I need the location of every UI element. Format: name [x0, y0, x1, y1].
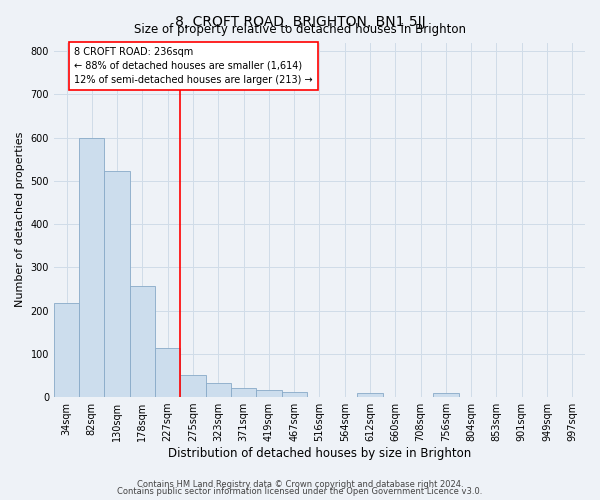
- X-axis label: Distribution of detached houses by size in Brighton: Distribution of detached houses by size …: [168, 447, 471, 460]
- Bar: [256, 390, 281, 397]
- Bar: [206, 383, 231, 397]
- Bar: [231, 388, 256, 397]
- Bar: [155, 348, 181, 397]
- Bar: [358, 393, 383, 397]
- Text: Contains public sector information licensed under the Open Government Licence v3: Contains public sector information licen…: [118, 487, 482, 496]
- Bar: [54, 303, 79, 397]
- Y-axis label: Number of detached properties: Number of detached properties: [15, 132, 25, 308]
- Bar: [281, 392, 307, 397]
- Text: Size of property relative to detached houses in Brighton: Size of property relative to detached ho…: [134, 22, 466, 36]
- Bar: [79, 138, 104, 397]
- Bar: [130, 286, 155, 397]
- Text: Contains HM Land Registry data © Crown copyright and database right 2024.: Contains HM Land Registry data © Crown c…: [137, 480, 463, 489]
- Text: 8 CROFT ROAD: 236sqm
← 88% of detached houses are smaller (1,614)
12% of semi-de: 8 CROFT ROAD: 236sqm ← 88% of detached h…: [74, 47, 313, 85]
- Bar: [433, 393, 458, 397]
- Text: 8, CROFT ROAD, BRIGHTON, BN1 5JJ: 8, CROFT ROAD, BRIGHTON, BN1 5JJ: [175, 15, 425, 29]
- Bar: [181, 374, 206, 397]
- Bar: [104, 172, 130, 397]
